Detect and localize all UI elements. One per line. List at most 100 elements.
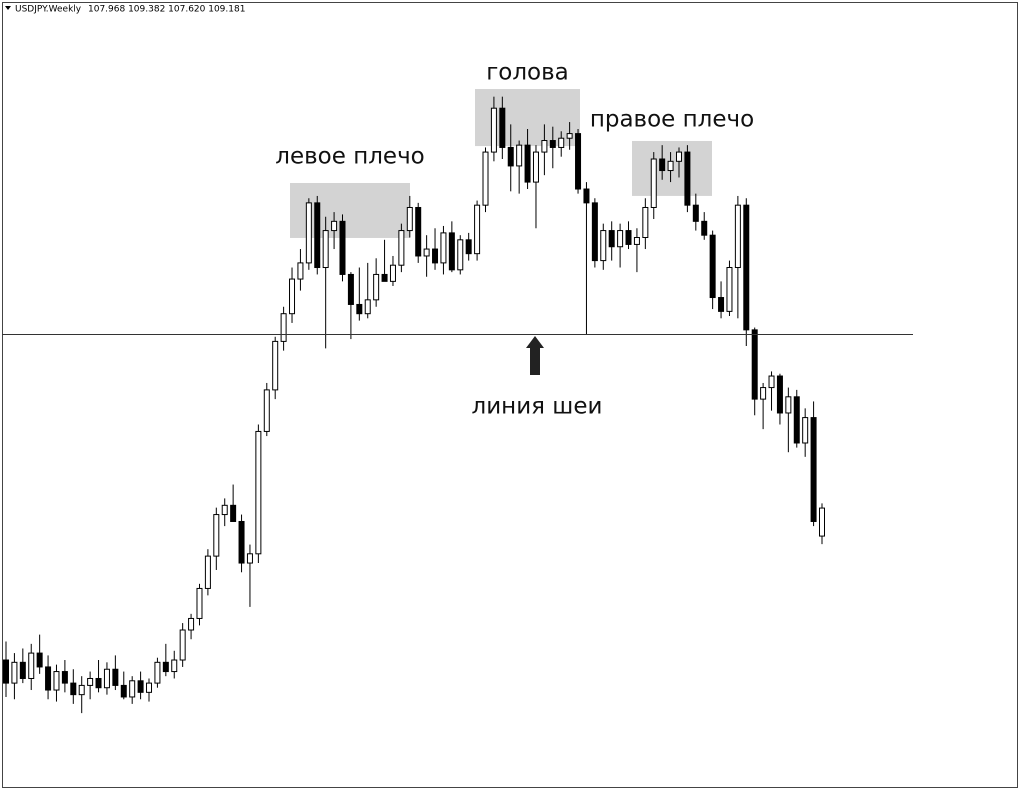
candle-body: [213, 514, 220, 557]
candle-body: [221, 504, 228, 516]
candle-body: [751, 329, 758, 400]
candle-body: [188, 617, 195, 631]
candle-body: [78, 684, 85, 696]
candle-body: [389, 264, 396, 282]
candle-body: [238, 520, 245, 564]
candle-body: [356, 303, 363, 315]
candle-body: [373, 273, 380, 301]
candle-body: [566, 133, 573, 139]
candle-body: [448, 232, 455, 271]
candle-body: [785, 396, 792, 414]
candle-body: [415, 206, 422, 257]
candle-body: [532, 151, 539, 183]
ohlc-label: 107.968 109.382 107.620 109.181: [88, 5, 245, 15]
candle-body: [314, 202, 321, 269]
candle-body: [490, 107, 497, 153]
candle-body: [709, 234, 716, 299]
candle-body: [810, 417, 817, 522]
candle-body: [11, 661, 18, 684]
menu-triangle: [5, 6, 11, 10]
candle-body: [406, 206, 413, 232]
candle-body: [263, 389, 270, 432]
candle-body: [659, 158, 666, 172]
candle-body: [297, 262, 304, 280]
candle-body: [162, 661, 169, 673]
candle-body: [684, 151, 691, 206]
candle-body: [137, 680, 144, 693]
candle-body: [179, 629, 186, 661]
candle-body: [339, 220, 346, 275]
candle-body: [625, 230, 632, 245]
candle-body: [322, 230, 329, 269]
candle-body: [230, 504, 237, 522]
candle-body: [146, 682, 153, 693]
neckline-label: линия шеи: [472, 394, 603, 420]
candle-body: [381, 273, 388, 282]
candle-body: [558, 137, 565, 148]
zone-label: голова: [486, 60, 569, 86]
candle-body: [793, 396, 800, 444]
candle-body: [364, 299, 371, 315]
candle-body: [507, 146, 514, 167]
candle-body: [734, 204, 741, 269]
candle-body: [819, 507, 825, 537]
candle-body: [642, 206, 649, 238]
candle-body: [591, 202, 598, 262]
candle-body: [583, 188, 590, 204]
candle-body: [398, 230, 405, 266]
candle-body: [3, 659, 9, 684]
candle-body: [541, 140, 548, 153]
candle-body: [120, 684, 127, 698]
zone-label: правое плечо: [590, 107, 754, 133]
candle-body: [516, 144, 523, 167]
candle-body: [768, 375, 775, 389]
candle-body: [45, 666, 52, 691]
candle-body: [154, 661, 161, 684]
candle-body: [549, 140, 556, 148]
candle-body: [28, 652, 35, 679]
candle-body: [95, 677, 102, 689]
candle-body: [776, 375, 783, 414]
candle-body: [650, 158, 657, 208]
candle-body: [289, 278, 296, 315]
candle-body: [482, 151, 489, 206]
candle-body: [112, 668, 119, 686]
candle-body: [103, 668, 110, 689]
candle-body: [280, 313, 287, 342]
candle-body: [726, 267, 733, 312]
candle-body: [802, 417, 809, 444]
candle-body: [499, 107, 506, 148]
candle-body: [61, 671, 68, 684]
candle-body: [432, 248, 439, 264]
candle-body: [196, 587, 203, 619]
candle-body: [701, 220, 708, 236]
candle-body: [718, 297, 725, 312]
candle-body: [53, 671, 60, 691]
candle-body: [87, 677, 94, 686]
candle-body: [36, 652, 43, 668]
candle-body: [272, 340, 279, 391]
candle-body: [667, 160, 674, 172]
neckline-arrow: [526, 336, 544, 375]
candle-body: [617, 230, 624, 248]
candle-body: [608, 230, 615, 248]
candle-body: [743, 204, 750, 331]
candle-body: [171, 659, 178, 673]
candle-body: [600, 230, 607, 262]
candle-body: [440, 232, 447, 264]
candle-body: [474, 204, 481, 255]
candle-body: [19, 661, 26, 679]
candle-body: [675, 151, 682, 162]
candle-body: [255, 430, 262, 555]
candle-body: [465, 239, 472, 255]
candle-body: [246, 553, 253, 564]
candle-body: [760, 387, 767, 400]
candle-body: [692, 204, 699, 222]
zone-label: левое плечо: [275, 144, 425, 170]
candle-body: [423, 248, 430, 257]
candle-body: [457, 239, 464, 271]
candle-body: [347, 273, 354, 305]
symbol-label: USDJPY.Weekly: [15, 5, 82, 15]
candle-body: [575, 133, 582, 190]
